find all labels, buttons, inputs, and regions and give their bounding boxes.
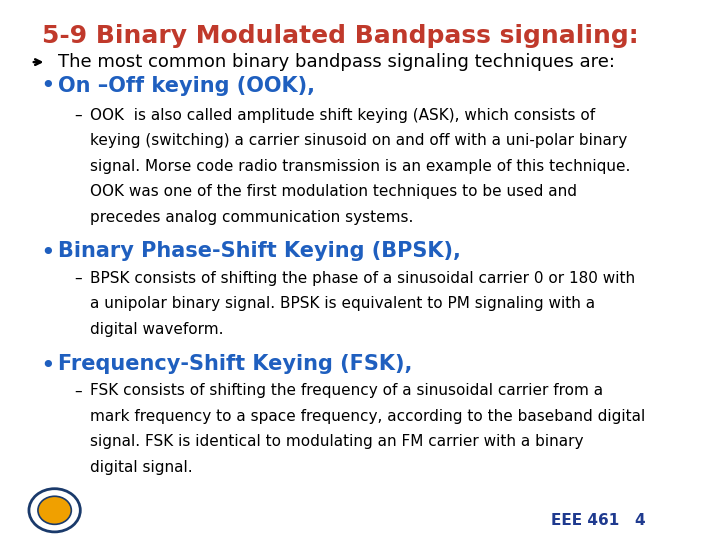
- Text: On –Off keying (OOK),: On –Off keying (OOK),: [58, 76, 315, 97]
- Text: keying (switching) a carrier sinusoid on and off with a uni-polar binary: keying (switching) a carrier sinusoid on…: [90, 133, 627, 148]
- Text: BPSK consists of shifting the phase of a sinusoidal carrier 0 or 180 with: BPSK consists of shifting the phase of a…: [90, 271, 635, 286]
- Text: –: –: [74, 108, 81, 123]
- Text: 5-9 Binary Modulated Bandpass signaling:: 5-9 Binary Modulated Bandpass signaling:: [42, 24, 639, 48]
- Text: Binary Phase-Shift Keying (BPSK),: Binary Phase-Shift Keying (BPSK),: [58, 241, 461, 261]
- Text: •: •: [40, 75, 55, 98]
- Text: signal. FSK is identical to modulating an FM carrier with a binary: signal. FSK is identical to modulating a…: [90, 434, 583, 449]
- Text: The most common binary bandpass signaling techniques are:: The most common binary bandpass signalin…: [58, 53, 615, 71]
- Text: signal. Morse code radio transmission is an example of this technique.: signal. Morse code radio transmission is…: [90, 159, 630, 174]
- Text: Frequency-Shift Keying (FSK),: Frequency-Shift Keying (FSK),: [58, 354, 413, 374]
- Circle shape: [38, 496, 71, 524]
- Text: precedes analog communication systems.: precedes analog communication systems.: [90, 210, 413, 225]
- Text: •: •: [40, 241, 55, 265]
- Text: a unipolar binary signal. BPSK is equivalent to PM signaling with a: a unipolar binary signal. BPSK is equiva…: [90, 296, 595, 312]
- Text: OOK  is also called amplitude shift keying (ASK), which consists of: OOK is also called amplitude shift keyin…: [90, 108, 595, 123]
- Text: –: –: [74, 383, 81, 399]
- Text: digital signal.: digital signal.: [90, 460, 192, 475]
- Text: digital waveform.: digital waveform.: [90, 322, 223, 337]
- Text: mark frequency to a space frequency, according to the baseband digital: mark frequency to a space frequency, acc…: [90, 409, 645, 424]
- Text: OOK was one of the first modulation techniques to be used and: OOK was one of the first modulation tech…: [90, 184, 577, 199]
- Text: –: –: [74, 271, 81, 286]
- Text: •: •: [40, 354, 55, 377]
- Text: FSK consists of shifting the frequency of a sinusoidal carrier from a: FSK consists of shifting the frequency o…: [90, 383, 603, 399]
- Text: EEE 461   4: EEE 461 4: [551, 513, 645, 528]
